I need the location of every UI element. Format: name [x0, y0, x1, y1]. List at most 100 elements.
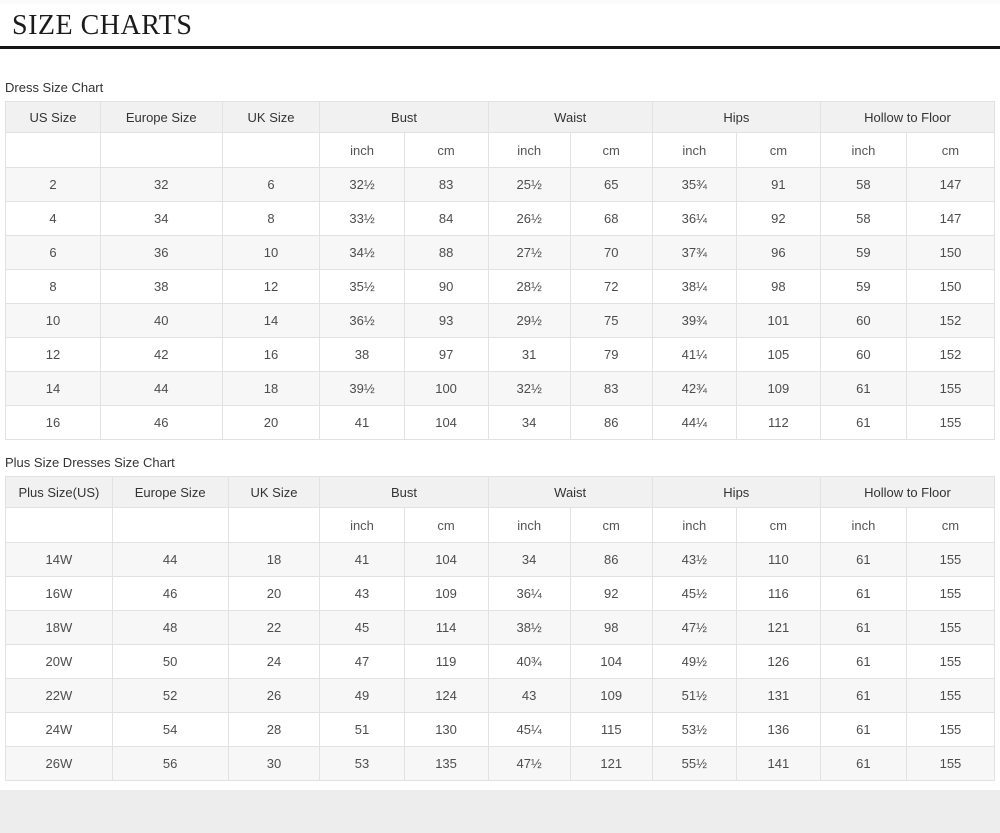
- table-cell: 114: [403, 610, 489, 645]
- column-header: Hips: [651, 101, 821, 133]
- table-cell: 54: [111, 712, 229, 747]
- table-cell: 6: [5, 235, 101, 270]
- table-cell: 42: [99, 337, 223, 372]
- unit-header: [111, 507, 229, 543]
- column-header: Bust: [319, 101, 489, 133]
- table-cell: 26: [227, 678, 321, 713]
- table-row: 8 38 12 35½ 90 28½ 72 38¼ 98 59 150: [5, 269, 996, 304]
- table-cell: 61: [819, 371, 907, 406]
- table-cell: 155: [905, 542, 996, 577]
- table-cell: 112: [735, 405, 821, 440]
- table-cell: 72: [569, 269, 653, 304]
- table-cell: 155: [905, 678, 996, 713]
- table-cell: 10: [5, 303, 101, 338]
- table-cell: 43: [487, 678, 571, 713]
- table-cell: 45: [319, 610, 405, 645]
- table-cell: 58: [819, 201, 907, 236]
- table-cell: 10: [221, 235, 321, 270]
- table-cell: 119: [403, 644, 489, 679]
- table-cell: 130: [403, 712, 489, 747]
- table-cell: 58: [819, 167, 907, 202]
- table-cell: 152: [905, 337, 996, 372]
- table-caption: Dress Size Chart: [5, 80, 104, 95]
- footer-strip: [0, 790, 1000, 833]
- table-row: 4 34 8 33½ 84 26½ 68 36¼ 92 58 147: [5, 201, 996, 236]
- table-cell: 38: [99, 269, 223, 304]
- table-cell: 155: [905, 405, 996, 440]
- table-cell: 44: [111, 542, 229, 577]
- table-cell: 20: [227, 576, 321, 611]
- table-cell: 116: [735, 576, 821, 611]
- table-cell: 28½: [487, 269, 571, 304]
- table-row: 22W 52 26 49 124 43 109 51½ 131 61 155: [5, 678, 996, 713]
- table-cell: 41¼: [651, 337, 737, 372]
- table-cell: 53½: [651, 712, 737, 747]
- table-cell: 150: [905, 235, 996, 270]
- table-cell: 91: [735, 167, 821, 202]
- table-cell: 51: [319, 712, 405, 747]
- table-cell: 84: [403, 201, 489, 236]
- table-cell: 8: [221, 201, 321, 236]
- table-cell: 47½: [487, 746, 571, 781]
- table-cell: 40¾: [487, 644, 571, 679]
- unit-header: [5, 507, 113, 543]
- table-cell: 26W: [5, 746, 113, 781]
- table-cell: 104: [569, 644, 653, 679]
- unit-header: [227, 507, 321, 543]
- table-cell: 136: [735, 712, 821, 747]
- table-row: 14W 44 18 41 104 34 86 43½ 110 61 155: [5, 542, 996, 577]
- unit-header: cm: [403, 507, 489, 543]
- table-cell: 88: [403, 235, 489, 270]
- table-row: 10 40 14 36½ 93 29½ 75 39¾ 101 60 152: [5, 303, 996, 338]
- table-cell: 155: [905, 610, 996, 645]
- table-cell: 104: [403, 405, 489, 440]
- table-cell: 61: [819, 712, 907, 747]
- plus-size-table: Plus Size(US) Europe Size UK Size Bust Waist…: [5, 476, 996, 781]
- unit-header: cm: [735, 507, 821, 543]
- table-cell: 90: [403, 269, 489, 304]
- unit-header: inch: [319, 507, 405, 543]
- table-cell: 83: [403, 167, 489, 202]
- table-cell: 86: [569, 542, 653, 577]
- table-cell: 155: [905, 576, 996, 611]
- table-row: 2 32 6 32½ 83 25½ 65 35¾ 91 58 147: [5, 167, 996, 202]
- table-cell: 34: [487, 405, 571, 440]
- table-cell: 45¼: [487, 712, 571, 747]
- unit-header: cm: [905, 132, 996, 168]
- table-cell: 100: [403, 371, 489, 406]
- table-cell: 150: [905, 269, 996, 304]
- table-cell: 59: [819, 235, 907, 270]
- table-cell: 53: [319, 746, 405, 781]
- title-banner: SIZE CHARTS: [0, 0, 1000, 49]
- column-header: Hollow to Floor: [819, 101, 996, 133]
- table-cell: 42¾: [651, 371, 737, 406]
- table-cell: 109: [569, 678, 653, 713]
- table-cell: 26½: [487, 201, 571, 236]
- table-cell: 16: [5, 405, 101, 440]
- table-cell: 121: [569, 746, 653, 781]
- table-cell: 96: [735, 235, 821, 270]
- table-cell: 46: [111, 576, 229, 611]
- table-cell: 20: [221, 405, 321, 440]
- column-header: Europe Size: [99, 101, 223, 133]
- unit-header: cm: [905, 507, 996, 543]
- table-cell: 34½: [319, 235, 405, 270]
- table-cell: 152: [905, 303, 996, 338]
- table-cell: 86: [569, 405, 653, 440]
- table-cell: 14: [221, 303, 321, 338]
- unit-header: cm: [569, 132, 653, 168]
- table-cell: 50: [111, 644, 229, 679]
- table-cell: 70: [569, 235, 653, 270]
- table-cell: 14: [5, 371, 101, 406]
- column-header: US Size: [5, 101, 101, 133]
- table-cell: 61: [819, 746, 907, 781]
- table-cell: 44: [99, 371, 223, 406]
- table-cell: 12: [221, 269, 321, 304]
- unit-header: [5, 132, 101, 168]
- table-row: 14 44 18 39½ 100 32½ 83 42¾ 109 61 155: [5, 371, 996, 406]
- unit-header: inch: [651, 132, 737, 168]
- column-header: Europe Size: [111, 476, 229, 508]
- table-cell: 38: [319, 337, 405, 372]
- table-cell: 98: [569, 610, 653, 645]
